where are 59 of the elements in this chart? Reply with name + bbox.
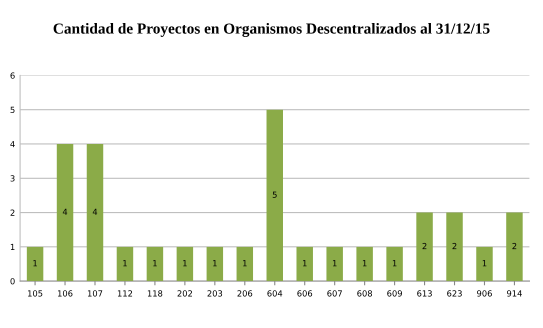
y-tick-label: 3 bbox=[10, 175, 15, 182]
y-tick-label: 1 bbox=[10, 244, 14, 250]
data-label: 1 bbox=[153, 260, 157, 266]
bar bbox=[386, 246, 403, 282]
x-tick-label: 105 bbox=[28, 290, 42, 297]
bar bbox=[116, 246, 134, 282]
x-tick-label: 906 bbox=[477, 290, 492, 297]
bar bbox=[296, 246, 313, 282]
y-tick-label: 0 bbox=[10, 278, 15, 284]
data-label: 5 bbox=[272, 192, 277, 198]
data-label: 1 bbox=[392, 260, 396, 266]
x-tick-label: 118 bbox=[148, 290, 162, 297]
x-tick-label: 613 bbox=[417, 290, 432, 297]
bar bbox=[446, 212, 463, 282]
bar bbox=[176, 246, 194, 282]
x-tick-label: 107 bbox=[88, 290, 102, 297]
y-tick-label: 2 bbox=[10, 210, 14, 216]
x-tick-label: 606 bbox=[297, 290, 312, 297]
x-tick-label: 914 bbox=[507, 290, 522, 297]
bar bbox=[146, 246, 164, 282]
x-tick-label: 623 bbox=[447, 290, 462, 297]
bar bbox=[56, 144, 74, 282]
data-label: 1 bbox=[362, 260, 367, 266]
bar bbox=[86, 144, 104, 282]
data-label: 2 bbox=[512, 242, 516, 250]
data-label: 1 bbox=[482, 260, 486, 266]
y-tick-label: 4 bbox=[10, 141, 15, 148]
data-label: 1 bbox=[123, 260, 127, 266]
x-tick-label: 202 bbox=[178, 290, 192, 297]
data-label: 1 bbox=[332, 260, 337, 266]
x-tick-label: 112 bbox=[118, 290, 132, 296]
bar bbox=[26, 246, 44, 282]
data-label: 1 bbox=[33, 260, 37, 266]
data-label: 1 bbox=[302, 260, 307, 266]
bar bbox=[506, 212, 523, 282]
data-label: 1 bbox=[183, 260, 187, 266]
bar bbox=[266, 110, 283, 282]
y-tick-label: 6 bbox=[10, 72, 15, 79]
bar bbox=[206, 246, 224, 282]
x-tick-label: 607 bbox=[327, 290, 342, 297]
bar bbox=[326, 246, 343, 282]
x-tick-label: 206 bbox=[237, 290, 252, 297]
bar bbox=[476, 246, 493, 282]
data-label: 2 bbox=[452, 242, 456, 250]
x-tick-label: 604 bbox=[267, 290, 282, 297]
x-tick-label: 106 bbox=[58, 290, 72, 297]
bar bbox=[356, 246, 373, 282]
x-tick-label: 203 bbox=[207, 290, 222, 297]
chart-title: Cantidad de Proyectos en Organismos Descentralizados al 31/12/15 bbox=[54, 22, 490, 37]
data-label: 1 bbox=[243, 260, 247, 266]
data-label: 1 bbox=[213, 260, 217, 266]
y-tick-label: 5 bbox=[10, 106, 14, 113]
bar bbox=[416, 212, 433, 282]
data-label: 4 bbox=[92, 208, 98, 215]
x-tick-label: 609 bbox=[387, 290, 402, 297]
data-label: 4 bbox=[62, 208, 68, 215]
data-label: 2 bbox=[422, 242, 426, 250]
x-tick-label: 608 bbox=[357, 290, 372, 297]
bar bbox=[236, 246, 254, 282]
